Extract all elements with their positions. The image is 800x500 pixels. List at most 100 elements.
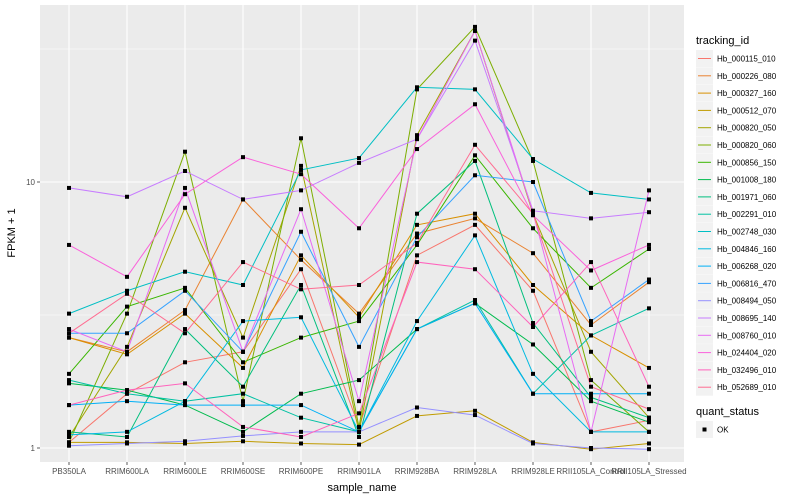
data-point-Hb_002748_030 (415, 85, 419, 90)
data-point-Hb_008695_140 (125, 194, 129, 199)
data-point-Hb_008494_050 (589, 446, 593, 450)
data-point-Hb_000512_070 (473, 408, 477, 413)
data-point-Hb_004846_160 (415, 319, 419, 324)
data-point-Hb_004846_160 (125, 429, 129, 434)
data-point-Hb_001971_060 (589, 395, 593, 400)
data-point-Hb_004846_160 (241, 319, 245, 324)
data-point-Hb_000856_150 (183, 285, 187, 290)
data-point-Hb_000327_160 (299, 253, 303, 258)
y-axis: 1 10 (26, 178, 40, 453)
legend-label: Hb_008695_140 (717, 314, 777, 323)
data-point-Hb_006268_020 (299, 403, 303, 408)
data-point-Hb_008494_050 (183, 439, 187, 444)
data-point-Hb_008760_010 (241, 349, 245, 354)
data-point-Hb_052689_010 (241, 260, 245, 265)
x-tick-label: RRIM901LA (337, 467, 381, 476)
legend-label: Hb_000512_070 (717, 106, 777, 115)
data-point-Hb_006268_020 (241, 403, 245, 408)
data-point-Hb_008494_050 (647, 447, 651, 452)
data-point-Hb_006816_470 (357, 344, 361, 349)
data-point-Hb_032496_010 (241, 424, 245, 429)
legend-label: Hb_052689_010 (717, 383, 777, 392)
data-point-Hb_024404_020 (647, 242, 651, 247)
data-point-Hb_001008_180 (589, 399, 593, 404)
data-point-Hb_052689_010 (647, 407, 651, 412)
data-point-Hb_008695_140 (241, 197, 245, 202)
x-tick-label: RRIM600SE (221, 467, 265, 476)
data-point-Hb_000820_060 (183, 149, 187, 154)
data-point-Hb_006816_470 (647, 277, 651, 282)
data-point-Hb_004846_160 (531, 371, 535, 376)
legend-title: tracking_id (696, 35, 749, 47)
data-point-Hb_008695_140 (183, 168, 187, 173)
data-point-Hb_001971_060 (531, 321, 535, 326)
data-point-Hb_032496_010 (647, 384, 651, 389)
data-point-Hb_002291_010 (67, 378, 71, 383)
data-point-Hb_008494_050 (125, 441, 129, 446)
data-point-Hb_004846_160 (647, 429, 651, 434)
legend-label: Hb_008494_050 (717, 297, 777, 306)
data-point-Hb_002291_010 (241, 391, 245, 396)
data-point-Hb_000856_150 (241, 360, 245, 365)
data-point-Hb_024404_020 (299, 172, 303, 177)
data-point-Hb_002748_030 (473, 87, 477, 92)
data-point-Hb_008760_010 (647, 188, 651, 193)
data-point-Hb_001971_060 (473, 158, 477, 163)
legend-label: Hb_006268_020 (717, 262, 777, 271)
data-point-Hb_000327_160 (473, 211, 477, 216)
legend-label: Hb_000226_080 (717, 72, 777, 81)
data-point-Hb_000226_080 (589, 323, 593, 328)
data-point-Hb_052689_010 (183, 331, 187, 336)
data-point-Hb_001008_180 (531, 342, 535, 347)
data-point-Hb_024404_020 (589, 268, 593, 273)
data-point-Hb_008695_140 (473, 38, 477, 43)
data-point-Hb_001971_060 (357, 434, 361, 439)
data-point-Hb_000820_050 (589, 349, 593, 354)
data-point-Hb_006268_020 (589, 391, 593, 396)
data-point-Hb_032496_010 (357, 411, 361, 416)
data-point-Hb_032496_010 (473, 267, 477, 272)
x-tick-label: RRII105LA_Stressed (611, 467, 686, 476)
data-point-Hb_000820_060 (357, 424, 361, 429)
data-point-Hb_000115_010 (415, 253, 419, 258)
data-point-Hb_006268_020 (183, 403, 187, 408)
data-point-Hb_006816_470 (589, 319, 593, 324)
data-point-Hb_000327_160 (647, 365, 651, 370)
data-point-Hb_002291_010 (589, 333, 593, 338)
data-point-Hb_000856_150 (67, 371, 71, 376)
data-point-Hb_000820_050 (183, 205, 187, 210)
data-point-Hb_000226_080 (183, 308, 187, 313)
y-axis-title: FPKM + 1 (6, 208, 18, 257)
data-point-Hb_052689_010 (589, 384, 593, 389)
data-point-Hb_002748_030 (357, 156, 361, 161)
legend-label: Hb_000856_150 (717, 158, 777, 167)
data-point-Hb_052689_010 (125, 291, 129, 296)
data-point-Hb_000327_160 (241, 365, 245, 370)
legend-label: Hb_006816_470 (717, 279, 777, 288)
x-tick-label: RRIM928LE (511, 467, 555, 476)
legend-label: Hb_002748_030 (717, 228, 777, 237)
data-point-Hb_008695_140 (647, 210, 651, 215)
data-point-Hb_001008_180 (67, 381, 71, 386)
data-point-Hb_032496_010 (125, 388, 129, 393)
data-point-Hb_000226_080 (531, 251, 535, 256)
data-point-Hb_000856_150 (125, 304, 129, 309)
data-point-Hb_006268_020 (415, 327, 419, 332)
data-point-Hb_000820_050 (67, 434, 71, 439)
data-point-Hb_000226_080 (473, 216, 477, 221)
data-point-Hb_000327_160 (357, 315, 361, 320)
data-point-Hb_002748_030 (125, 288, 129, 293)
data-point-Hb_008760_010 (473, 28, 477, 33)
legend-label: Hb_004846_160 (717, 245, 777, 254)
data-point-Hb_000512_070 (647, 441, 651, 446)
data-point-Hb_024404_020 (183, 192, 187, 197)
data-point-Hb_008494_050 (473, 413, 477, 418)
data-point-Hb_008494_050 (531, 441, 535, 446)
data-point-Hb_052689_010 (473, 142, 477, 147)
shape-legend-title: quant_status (696, 406, 759, 418)
data-point-Hb_000327_160 (531, 282, 535, 287)
data-point-Hb_000327_160 (125, 352, 129, 357)
data-point-Hb_024404_020 (125, 274, 129, 279)
legend-label: Hb_000115_010 (717, 55, 776, 64)
